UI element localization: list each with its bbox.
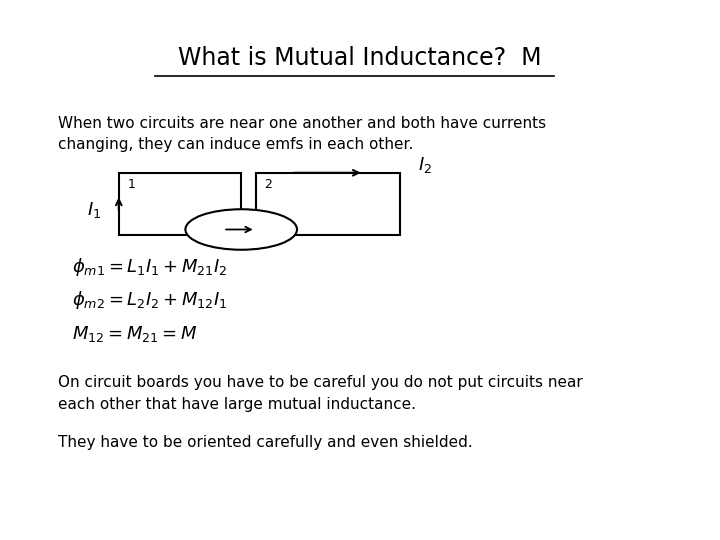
Bar: [119, 173, 241, 235]
Text: $\phi_{m1} = L_1I_1 + M_{21}I_2$: $\phi_{m1} = L_1I_1 + M_{21}I_2$: [72, 256, 228, 279]
Text: $I_2$: $I_2$: [418, 154, 432, 175]
Bar: [256, 173, 400, 235]
Text: On circuit boards you have to be careful you do not put circuits near
each other: On circuit boards you have to be careful…: [58, 375, 582, 412]
Text: $I_1$: $I_1$: [86, 200, 101, 220]
Ellipse shape: [186, 209, 297, 249]
Text: When two circuits are near one another and both have currents
changing, they can: When two circuits are near one another a…: [58, 116, 546, 152]
Text: What is Mutual Inductance?  M: What is Mutual Inductance? M: [179, 46, 541, 70]
Text: 1: 1: [127, 178, 135, 191]
Text: They have to be oriented carefully and even shielded.: They have to be oriented carefully and e…: [58, 435, 472, 450]
Text: $M_{12} = M_{21} = M$: $M_{12} = M_{21} = M$: [72, 324, 197, 344]
Text: 2: 2: [264, 178, 272, 191]
Text: $\phi_{m2} = L_2I_2 + M_{12}I_1$: $\phi_{m2} = L_2I_2 + M_{12}I_1$: [72, 289, 228, 311]
